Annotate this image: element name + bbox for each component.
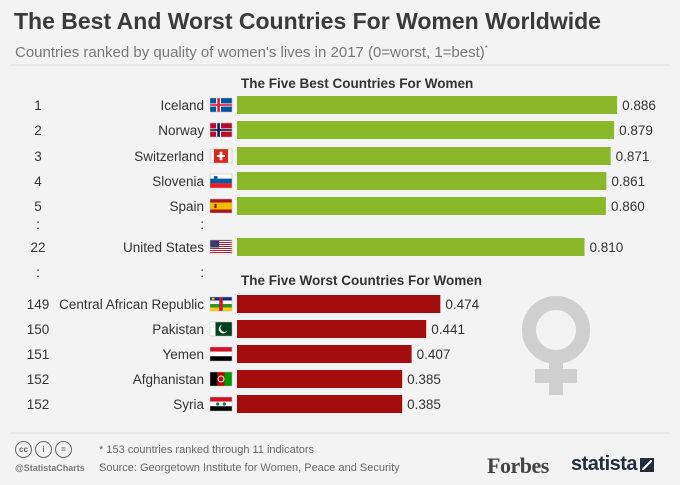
bar: [237, 370, 403, 388]
value-label: 0.871: [616, 149, 650, 164]
iceland-flag-icon: [209, 97, 233, 113]
spain-flag-icon: [209, 198, 233, 214]
value-label: 0.879: [619, 123, 653, 138]
slovenia-flag-icon: [209, 173, 233, 189]
attribution-icon: i: [35, 441, 52, 458]
statista-logo[interactable]: statista: [571, 453, 655, 476]
country-label: Switzerland: [134, 149, 204, 164]
bar: [237, 395, 403, 413]
value-label: 0.810: [589, 240, 623, 255]
bar: [237, 147, 611, 165]
value-label: 0.861: [611, 174, 645, 189]
rank-label: 3: [34, 149, 42, 164]
bar: [237, 295, 441, 313]
country-label: Afghanistan: [133, 372, 204, 387]
bar: [237, 345, 412, 363]
country-label: Central African Republic: [59, 297, 204, 312]
bar: [237, 238, 585, 256]
source-note: Source: Georgetown Institute for Women, …: [99, 462, 400, 474]
rank-label: 4: [34, 174, 42, 189]
license-icons: cc i =: [15, 441, 72, 458]
rank-label: 22: [30, 240, 45, 255]
rank-label: 5: [34, 199, 42, 214]
no-derivatives-icon: =: [55, 441, 72, 458]
rank-ellipsis: :: [36, 265, 40, 280]
bar: [237, 197, 606, 215]
value-label: 0.407: [417, 347, 451, 362]
usa-flag-icon: [209, 239, 233, 255]
creative-commons-icon: cc: [15, 441, 32, 458]
best-section-heading: The Five Best Countries For Women: [241, 76, 474, 91]
statista-mark-icon: [640, 457, 655, 472]
country-label: Pakistan: [152, 322, 204, 337]
bar: [237, 172, 607, 190]
footnote: * 153 countries ranked through 11 indica…: [99, 444, 315, 456]
norway-flag-icon: [209, 122, 233, 138]
chart-title: The Best And Worst Countries For Women W…: [14, 8, 601, 34]
rank-ellipsis: :: [36, 217, 40, 232]
value-label: 0.385: [407, 397, 441, 412]
value-label: 0.474: [445, 297, 479, 312]
syria-flag-icon: [209, 396, 233, 412]
rank-label: 149: [27, 297, 50, 312]
car-flag-icon: [209, 296, 233, 312]
worst-section-heading: The Five Worst Countries For Women: [241, 273, 483, 288]
venus-symbol-icon: [522, 296, 590, 395]
bar: [237, 121, 615, 139]
afghanistan-flag-icon: [209, 371, 233, 387]
forbes-logo[interactable]: Forbes: [487, 453, 549, 478]
country-label: Iceland: [160, 98, 204, 113]
country-label: United States: [123, 240, 204, 255]
rank-label: 1: [34, 98, 42, 113]
bar: [237, 320, 427, 338]
pakistan-flag-icon: [209, 321, 233, 337]
country-label: Yemen: [162, 347, 204, 362]
subtitle-text: Countries ranked by quality of women's l…: [15, 44, 485, 61]
value-label: 0.441: [431, 322, 465, 337]
rank-label: 152: [27, 372, 50, 387]
rank-label: 151: [27, 347, 50, 362]
country-label: Norway: [158, 123, 204, 138]
subtitle-footnote-mark: *: [484, 44, 488, 53]
statista-handle[interactable]: @StatistaCharts: [15, 463, 85, 473]
value-label: 0.860: [611, 199, 645, 214]
bar: [237, 96, 618, 114]
value-label: 0.886: [622, 98, 656, 113]
country-label: Syria: [173, 397, 204, 412]
country-ellipsis: :: [200, 265, 204, 280]
value-label: 0.385: [407, 372, 441, 387]
country-ellipsis: :: [200, 217, 204, 232]
chart-subtitle: Countries ranked by quality of women's l…: [15, 44, 488, 61]
rank-label: 2: [34, 123, 42, 138]
rank-label: 150: [27, 322, 50, 337]
country-label: Spain: [169, 199, 204, 214]
statista-wordmark: statista: [571, 453, 638, 475]
rank-label: 152: [27, 397, 50, 412]
switzerland-flag-icon: [209, 148, 233, 164]
yemen-flag-icon: [209, 346, 233, 362]
country-label: Slovenia: [152, 174, 204, 189]
